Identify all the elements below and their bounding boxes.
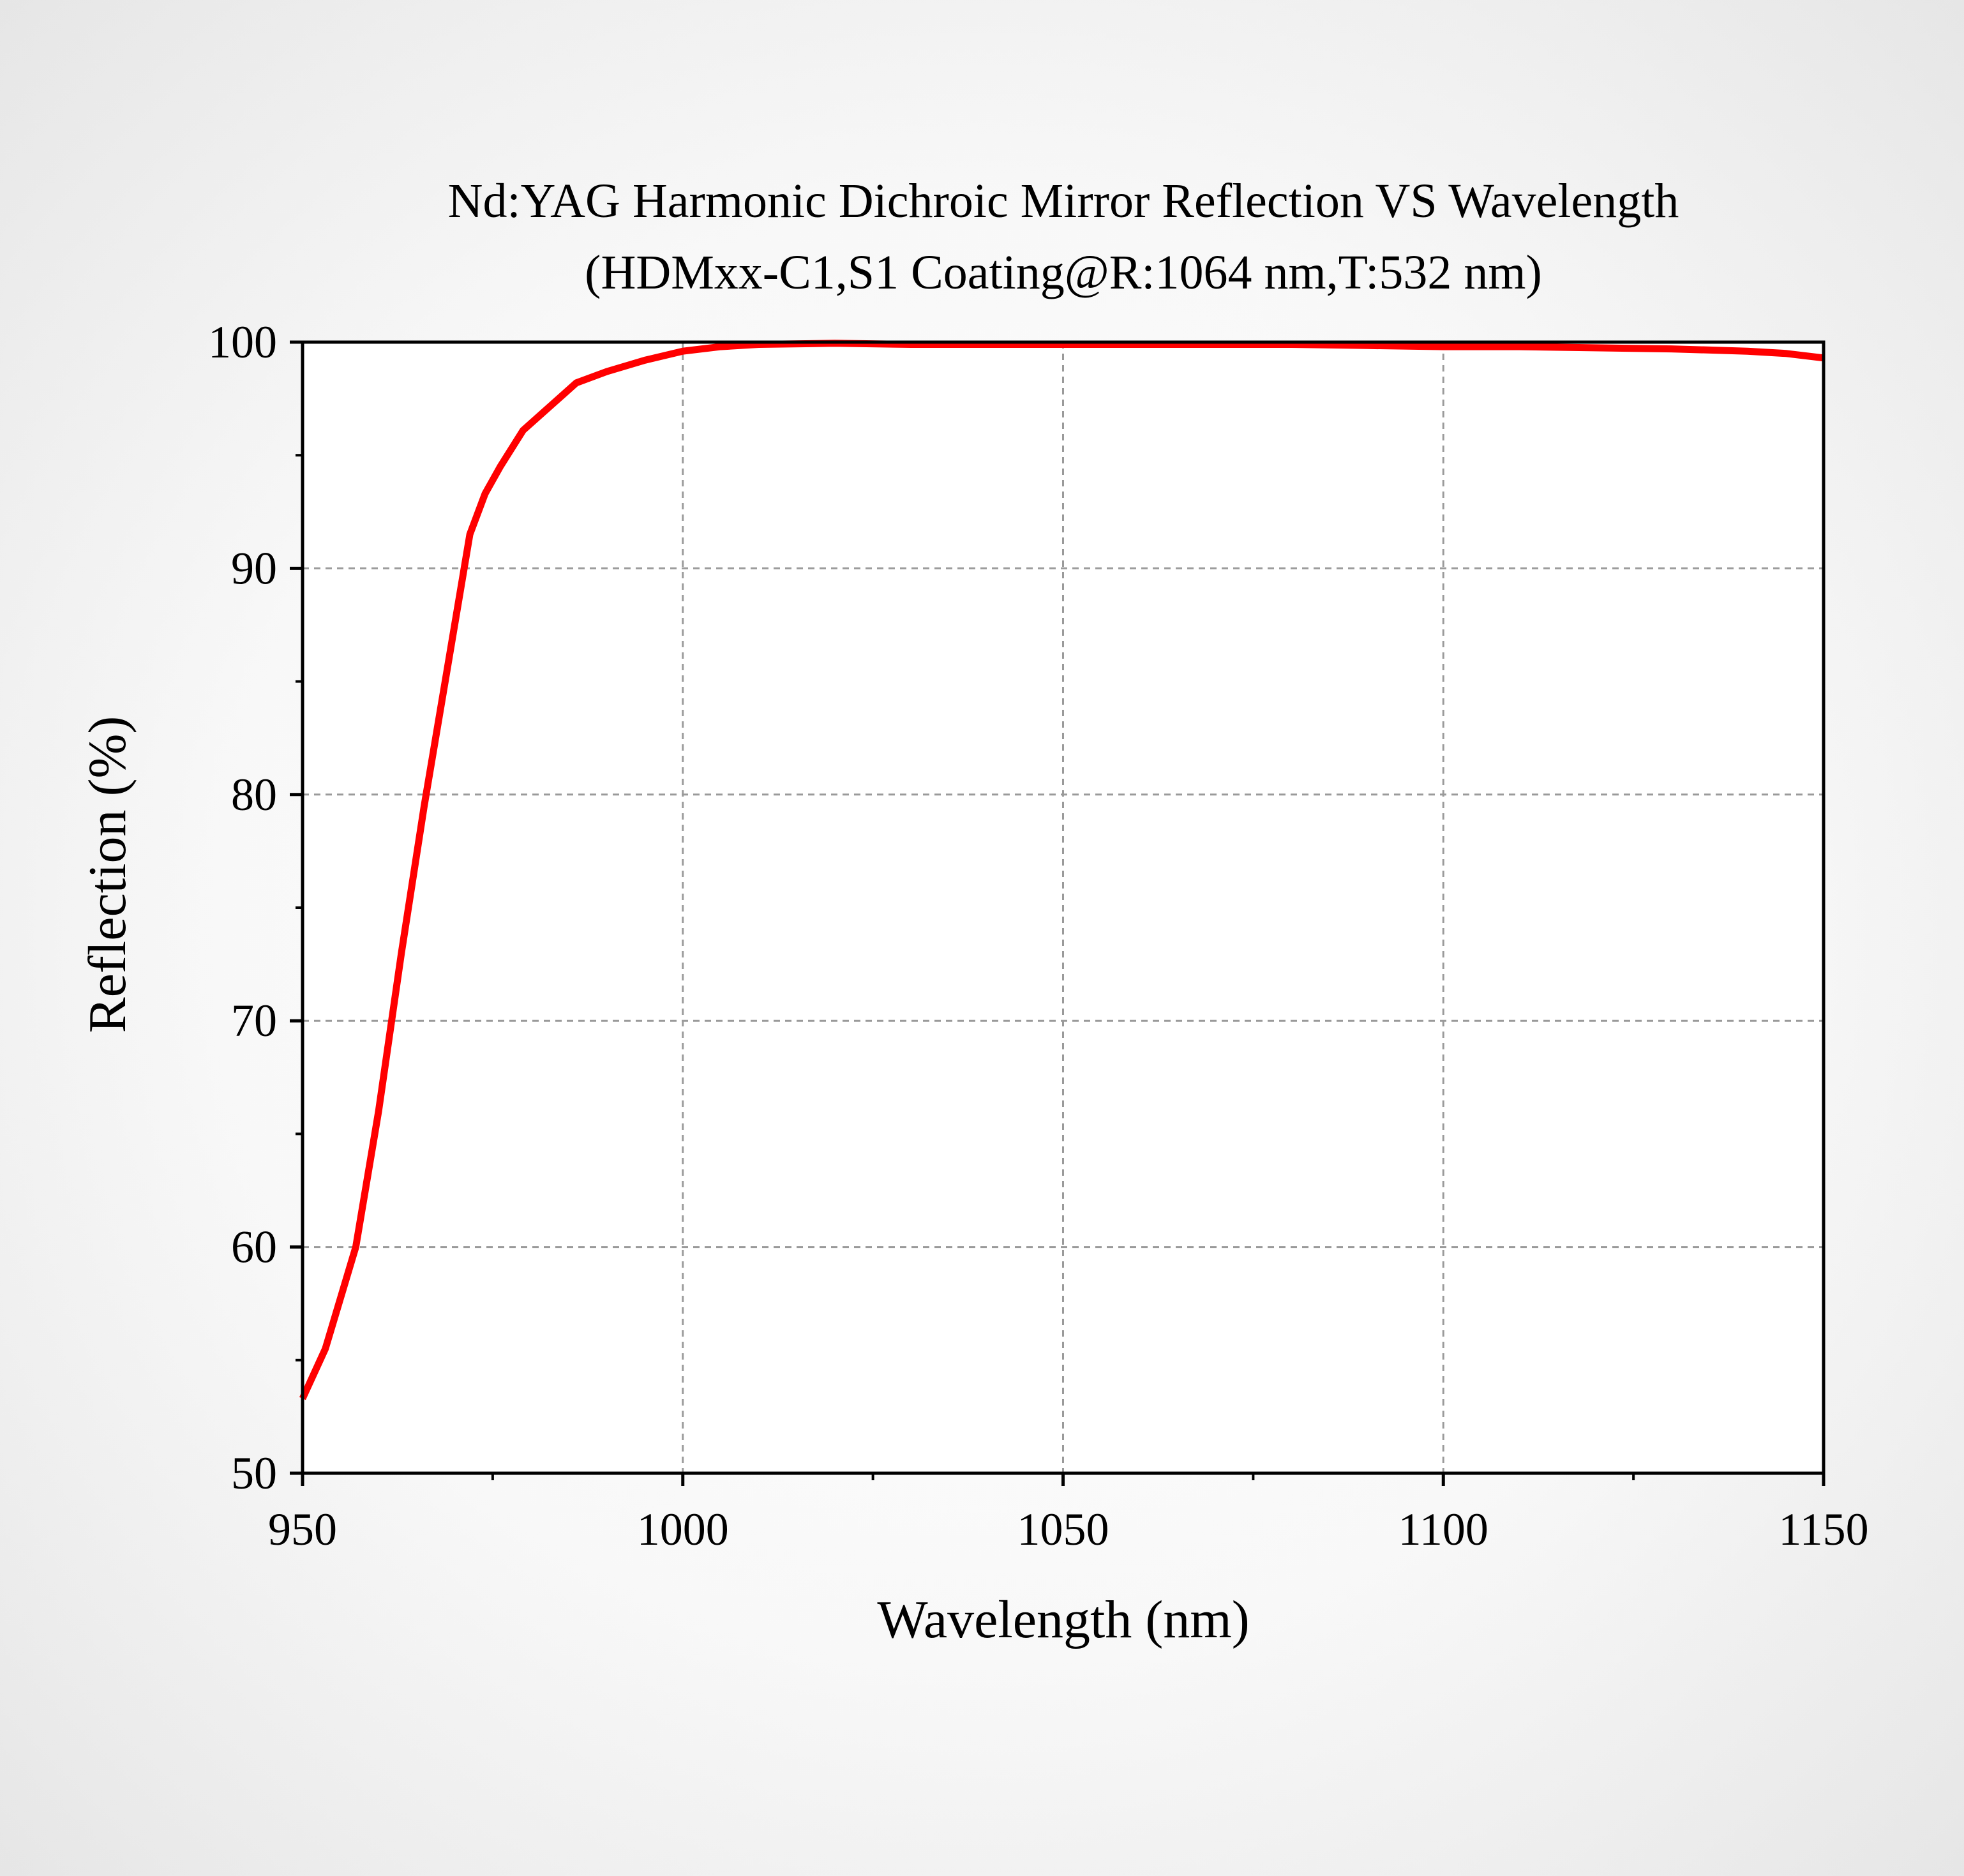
x-axis-label: Wavelength (nm) <box>877 1590 1249 1649</box>
chart-title: Nd:YAG Harmonic Dichroic Mirror Reflecti… <box>448 174 1679 228</box>
y-tick-label: 80 <box>231 769 277 820</box>
x-tick-label: 1050 <box>1017 1504 1109 1555</box>
chart-subtitle: (HDMxx-C1,S1 Coating@R:1064 nm,T:532 nm) <box>585 246 1542 299</box>
y-tick-label: 100 <box>208 317 277 368</box>
series-line-reflection <box>299 340 1824 1400</box>
series-layer <box>299 340 1824 1400</box>
x-tick-label: 1000 <box>637 1504 729 1555</box>
y-tick-label: 60 <box>231 1222 277 1273</box>
x-tick-label: 1100 <box>1398 1504 1488 1555</box>
y-tick-label: 50 <box>231 1448 277 1499</box>
y-axis-label: Reflection (%) <box>78 716 137 1033</box>
plot-area: 950 1000 1050 1100 1150 50 60 70 80 90 100 <box>208 317 1869 1555</box>
y-tick-label: 70 <box>231 995 277 1046</box>
x-tick-label: 1150 <box>1778 1504 1868 1555</box>
x-tick-label: 950 <box>268 1504 337 1555</box>
grid-lines <box>303 342 1824 1473</box>
y-tick-label: 90 <box>231 543 277 594</box>
axis-ticks: 950 1000 1050 1100 1150 50 60 70 80 90 100 <box>208 317 1869 1555</box>
